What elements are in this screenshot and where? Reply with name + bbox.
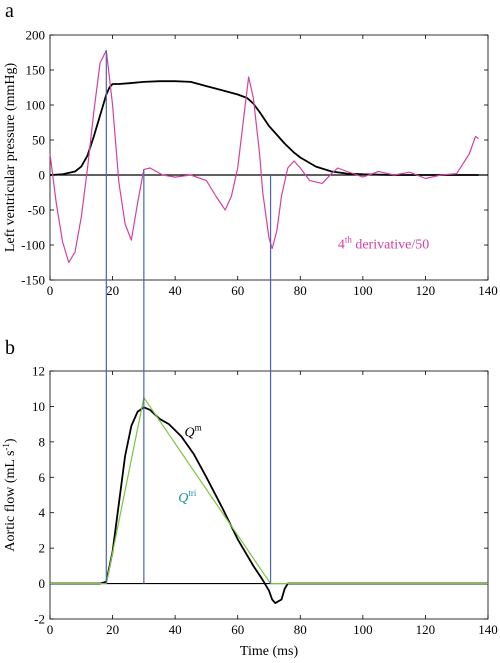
y-tick-label: 100	[26, 98, 46, 113]
flow-annotation-2-sup: tri	[188, 488, 196, 498]
x-tick-label: 140	[478, 283, 498, 298]
y-tick-label: 0	[39, 576, 46, 591]
series-line-2	[50, 396, 488, 585]
y-tick-label: 2	[39, 541, 46, 556]
derivative-annotation-rest: derivative/50	[352, 238, 429, 253]
plot-frame	[49, 370, 489, 620]
x-axis-label: Time (ms)	[240, 644, 299, 659]
y-tick-label: 8	[39, 434, 46, 449]
y-tick-label: 10	[32, 399, 45, 414]
y-axis-label: Left ventricular pressure (mmHg)	[3, 63, 18, 253]
series-line-1	[49, 80, 479, 176]
y-axis-label-text: Aortic flow (mL s	[3, 451, 18, 552]
y-tick-label: 12	[32, 364, 45, 379]
x-tick-label: 80	[294, 622, 307, 637]
series-line-1	[50, 406, 488, 604]
flow-annotation-2: Qtri	[178, 488, 197, 506]
y-tick-label: 200	[26, 28, 46, 43]
panel-a: 0 20 40 60 80 100 120 140 -150 -100 -50 0 50 100 150 20…	[3, 0, 498, 298]
series-line-2	[49, 49, 479, 264]
y-axis-label: Aortic flow (mL s-1)	[1, 438, 18, 551]
flow-annotation-2-main: Q	[178, 491, 188, 506]
y-tick-label: 6	[39, 470, 46, 485]
derivative-annotation: 4th derivative/50	[338, 235, 429, 253]
panel-label: a	[5, 0, 14, 22]
y-tick-label: -100	[21, 238, 45, 253]
y-tick-label: -50	[28, 203, 45, 218]
y-axis-label-text: Left ventricular pressure (mmHg)	[3, 63, 18, 253]
x-tick-label: 60	[231, 283, 244, 298]
y-tick-label: 4	[39, 505, 46, 520]
x-tick-label: 80	[294, 283, 307, 298]
derivative-annotation-main: 4	[338, 238, 345, 253]
derivative-annotation-sup: th	[345, 235, 353, 245]
x-tick-label: 40	[169, 622, 182, 637]
panel-label: b	[5, 337, 15, 359]
x-tick-label: 20	[106, 283, 119, 298]
y-tick-label: -150	[21, 273, 45, 288]
flow-annotation-1-sup: m	[195, 423, 202, 433]
x-tick-label: 120	[416, 283, 436, 298]
x-tick-label: 0	[47, 283, 54, 298]
y-tick-label: -2	[34, 612, 45, 627]
y-axis-label-end: )	[3, 438, 18, 443]
y-tick-label: 150	[26, 63, 46, 78]
y-axis-label-sup: -1	[1, 443, 11, 451]
x-tick-label: 20	[106, 622, 119, 637]
x-tick-label: 140	[478, 622, 498, 637]
x-tick-label: 60	[231, 622, 244, 637]
y-tick-label: 50	[32, 133, 45, 148]
flow-annotation-1-main: Q	[185, 426, 195, 441]
x-tick-label: 100	[353, 622, 373, 637]
x-tick-label: 40	[169, 283, 182, 298]
y-tick-label: 0	[39, 168, 46, 183]
flow-annotation-1: Qm	[185, 423, 202, 441]
x-tick-label: 120	[416, 622, 436, 637]
x-tick-label: 100	[353, 283, 373, 298]
x-tick-label: 0	[47, 622, 54, 637]
